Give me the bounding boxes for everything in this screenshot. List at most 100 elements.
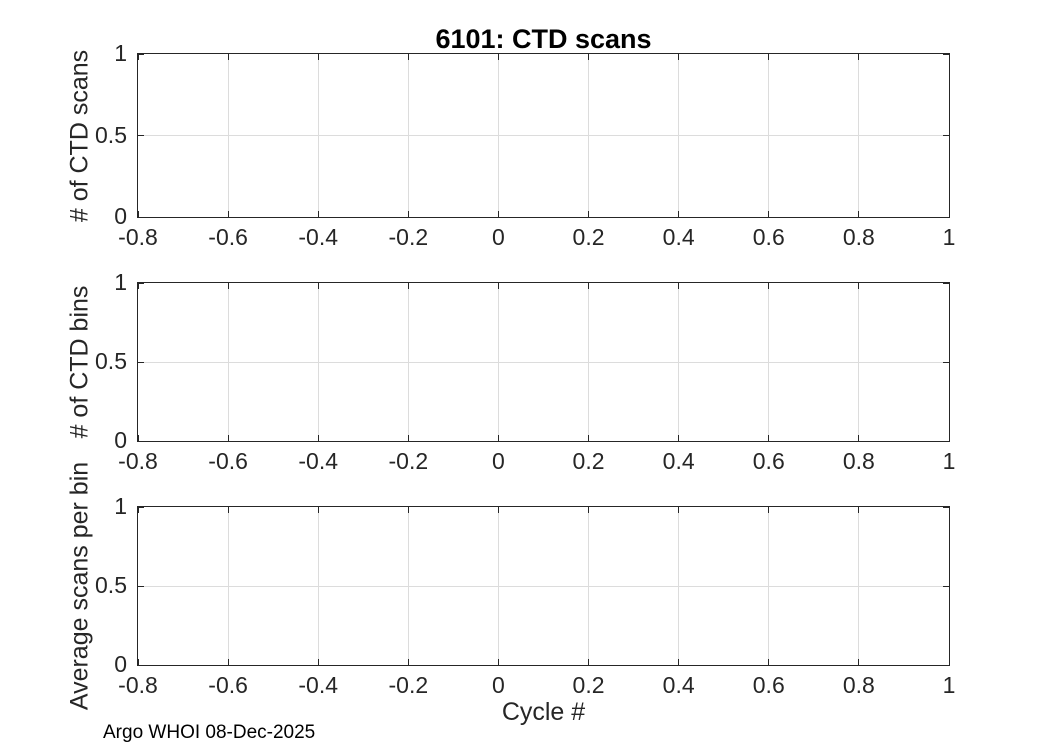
x-tick-mark — [588, 659, 590, 665]
y-tick-label: 0 — [114, 651, 127, 677]
x-tick-mark — [317, 435, 319, 441]
x-tick-mark — [588, 54, 590, 60]
x-tick-label: 0.4 — [662, 672, 695, 698]
x-tick-mark — [407, 659, 409, 665]
x-tick-mark — [858, 211, 860, 217]
x-tick-mark — [858, 507, 860, 513]
x-tick-mark — [588, 507, 590, 513]
x-tick-mark — [407, 54, 409, 60]
x-tick-mark — [768, 211, 770, 217]
x-tick-mark — [137, 435, 139, 441]
x-tick-label: 0.8 — [842, 448, 875, 474]
x-tick-mark — [317, 507, 319, 513]
x-tick-mark — [768, 507, 770, 513]
y-tick-mark — [138, 440, 144, 442]
y-tick-mark — [138, 282, 144, 284]
x-tick-label: 0 — [492, 672, 505, 698]
x-tick-label: 0.2 — [572, 448, 605, 474]
grid-line-horizontal — [138, 361, 949, 363]
x-tick-mark — [317, 211, 319, 217]
x-tick-mark — [497, 283, 499, 289]
x-tick-mark — [497, 507, 499, 513]
x-tick-mark — [137, 659, 139, 665]
subplot-2-plot-box — [137, 282, 950, 442]
x-tick-label: 0.6 — [752, 448, 785, 474]
x-tick-mark — [497, 659, 499, 665]
x-tick-label: 0.2 — [572, 224, 605, 250]
x-tick-label: 0.6 — [752, 672, 785, 698]
x-tick-label: 0.8 — [842, 672, 875, 698]
x-tick-mark — [227, 507, 229, 513]
x-tick-mark — [948, 659, 950, 665]
x-tick-mark — [317, 54, 319, 60]
y-tick-mark — [943, 282, 949, 284]
x-tick-mark — [858, 659, 860, 665]
x-tick-mark — [497, 211, 499, 217]
footer-annotation: Argo WHOI 08-Dec-2025 — [103, 722, 316, 743]
x-tick-mark — [407, 507, 409, 513]
y-tick-label: 1 — [114, 40, 127, 66]
x-tick-mark — [317, 659, 319, 665]
x-tick-mark — [407, 211, 409, 217]
y-axis-label: # of CTD scans — [65, 49, 94, 222]
x-tick-label: -0.4 — [298, 448, 339, 474]
x-tick-mark — [497, 435, 499, 441]
x-tick-mark — [227, 54, 229, 60]
x-tick-mark — [678, 435, 680, 441]
x-tick-mark — [948, 435, 950, 441]
x-tick-mark — [678, 659, 680, 665]
x-tick-mark — [407, 435, 409, 441]
y-tick-label: 0.5 — [95, 572, 127, 598]
subplot-1-plot-box — [137, 53, 950, 218]
x-tick-mark — [948, 211, 950, 217]
x-tick-mark — [227, 283, 229, 289]
x-tick-label: -0.2 — [388, 672, 429, 698]
y-tick-mark — [943, 361, 949, 363]
y-tick-mark — [943, 664, 949, 666]
y-tick-label: 0 — [114, 203, 127, 229]
y-tick-mark — [138, 585, 144, 587]
x-tick-label: -0.8 — [118, 224, 158, 250]
x-tick-mark — [588, 283, 590, 289]
x-tick-mark — [227, 435, 229, 441]
y-tick-mark — [138, 53, 144, 55]
x-tick-mark — [678, 507, 680, 513]
y-tick-mark — [943, 440, 949, 442]
x-tick-label: -0.8 — [118, 448, 158, 474]
y-tick-label: 0 — [114, 427, 127, 453]
x-tick-label: 0.8 — [842, 224, 875, 250]
x-tick-mark — [137, 211, 139, 217]
x-tick-label: 0.4 — [662, 224, 695, 250]
x-tick-label: -0.8 — [118, 672, 158, 698]
y-tick-mark — [943, 53, 949, 55]
x-tick-mark — [768, 54, 770, 60]
x-tick-label: 0.2 — [572, 672, 605, 698]
x-tick-mark — [858, 435, 860, 441]
grid-line-horizontal — [138, 585, 949, 587]
x-tick-mark — [497, 54, 499, 60]
y-tick-mark — [943, 216, 949, 218]
x-tick-mark — [588, 211, 590, 217]
x-tick-mark — [227, 211, 229, 217]
subplot-3-plot-box — [137, 506, 950, 666]
x-tick-label: -0.2 — [388, 224, 429, 250]
x-tick-label: 0.4 — [662, 448, 695, 474]
x-tick-mark — [768, 283, 770, 289]
y-tick-mark — [943, 506, 949, 508]
x-tick-mark — [588, 435, 590, 441]
y-tick-label: 0.5 — [95, 121, 127, 148]
y-tick-mark — [138, 506, 144, 508]
x-axis-label: Cycle # — [501, 698, 586, 726]
x-tick-mark — [678, 283, 680, 289]
x-tick-label: -0.2 — [388, 448, 429, 474]
y-tick-mark — [943, 135, 949, 136]
x-tick-label: 0.6 — [752, 224, 785, 250]
x-tick-mark — [948, 507, 950, 513]
y-tick-label: 0.5 — [95, 348, 127, 374]
x-tick-mark — [858, 283, 860, 289]
x-tick-mark — [858, 54, 860, 60]
x-tick-label: -0.4 — [298, 672, 339, 698]
x-tick-label: 1 — [942, 672, 956, 698]
y-tick-mark — [138, 664, 144, 666]
x-tick-mark — [678, 54, 680, 60]
